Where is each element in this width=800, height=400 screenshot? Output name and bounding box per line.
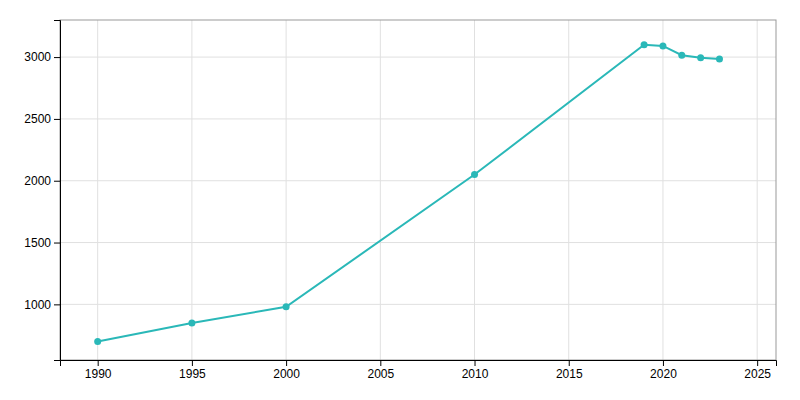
grid-line-y <box>60 304 776 305</box>
tick-label: 1000 <box>24 298 51 312</box>
grid-line-y <box>60 57 776 58</box>
tick: 1995 <box>179 360 206 381</box>
marker <box>716 55 723 62</box>
grid-line-x <box>568 20 569 360</box>
grid-line-x <box>662 20 663 360</box>
tick-mark <box>54 57 60 58</box>
grid-line-x <box>380 20 381 360</box>
grid-line-x <box>97 20 98 360</box>
marker <box>471 171 478 178</box>
y-axis: 1000 1500 2000 2500 3000 <box>24 21 60 361</box>
tick-mark <box>380 360 381 366</box>
x-axis: 1990 1995 2000 2005 2010 2015 2020 2025 <box>61 360 777 381</box>
grid-line-y <box>60 242 776 243</box>
tick-label: 3000 <box>24 50 51 64</box>
tick: 2020 <box>650 360 677 381</box>
grid-line-y <box>60 180 776 181</box>
tick-mark <box>98 360 99 366</box>
tick-label: 2010 <box>462 367 489 381</box>
plot: 1990 1995 2000 2005 2010 2015 2020 2025 1000 1500… <box>24 20 776 381</box>
tick-mark <box>286 360 287 366</box>
tick-mark <box>475 360 476 366</box>
tick: 2500 <box>24 112 60 126</box>
grid-line-x <box>191 20 192 360</box>
grid-line-x <box>757 20 758 360</box>
axis-line <box>61 361 777 367</box>
tick-label: 2015 <box>556 367 583 381</box>
tick: 2000 <box>24 174 60 188</box>
tick-label: 2025 <box>744 367 771 381</box>
tick: 2010 <box>462 360 489 381</box>
marker <box>641 41 648 48</box>
tick: 1000 <box>24 298 60 312</box>
tick-mark <box>663 360 664 366</box>
tick-label: 2005 <box>367 367 394 381</box>
tick: 3000 <box>24 50 60 64</box>
tick-mark <box>569 360 570 366</box>
chart: 1990 1995 2000 2005 2010 2015 2020 2025 1000 1500… <box>0 0 800 400</box>
tick-label: 1500 <box>24 236 51 250</box>
marks <box>94 41 723 345</box>
tick-label: 2500 <box>24 112 51 126</box>
tick-mark <box>757 360 758 366</box>
marker <box>697 54 704 61</box>
marker <box>678 52 685 59</box>
axis-line <box>54 21 61 361</box>
tick: 1500 <box>24 236 60 250</box>
marker <box>94 338 101 345</box>
tick: 2005 <box>367 360 394 381</box>
line <box>98 45 720 342</box>
tick-label: 2020 <box>650 367 677 381</box>
tick-mark <box>54 181 60 182</box>
tick: 1990 <box>85 360 112 381</box>
tick-label: 2000 <box>24 174 51 188</box>
tick: 2025 <box>744 360 771 381</box>
tick-mark <box>54 119 60 120</box>
marker <box>283 303 290 310</box>
grid <box>60 20 776 360</box>
grid-line-y <box>60 118 776 119</box>
tick-mark <box>54 304 60 305</box>
marker <box>188 319 195 326</box>
plot-frame <box>60 20 776 360</box>
tick: 2000 <box>273 360 300 381</box>
grid-line-x <box>474 20 475 360</box>
tick: 2015 <box>556 360 583 381</box>
marker <box>659 42 666 49</box>
tick-label: 1995 <box>179 367 206 381</box>
tick-label: 1990 <box>85 367 112 381</box>
tick-label: 2000 <box>273 367 300 381</box>
tick-mark <box>192 360 193 366</box>
tick-mark <box>54 243 60 244</box>
